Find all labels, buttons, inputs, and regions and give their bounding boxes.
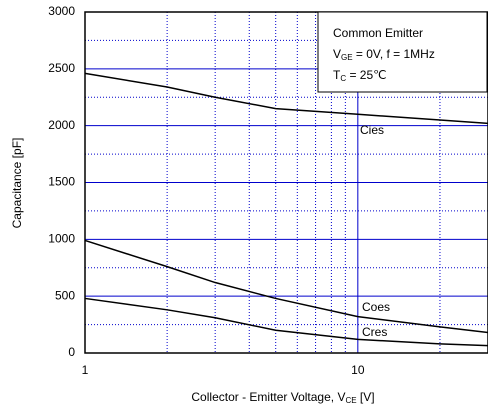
series-label: Cres — [362, 325, 387, 339]
annotation-box — [317, 11, 488, 93]
y-tick-label: 3000 — [48, 4, 75, 18]
series-label: Cies — [360, 123, 384, 137]
annotation: Common Emitter — [333, 26, 423, 40]
y-axis-label: Capacitance [pF] — [10, 138, 24, 229]
y-tick-label: 1000 — [48, 232, 75, 246]
y-tick-label: 500 — [55, 288, 75, 302]
text-part: CE — [345, 396, 356, 405]
series-line — [84, 72, 488, 125]
annotation: VGE = 0V, f = 1MHz — [333, 47, 435, 62]
y-tick-label: 0 — [68, 345, 75, 359]
text-part: [V] — [357, 390, 375, 404]
annotation: TC = 25℃ — [333, 68, 387, 83]
text-part: = 25℃ — [346, 68, 387, 82]
x-tick-label: 1 — [82, 363, 89, 377]
text-part: GE — [341, 53, 353, 62]
x-axis-label: Collector - Emitter Voltage, VCE [V] — [191, 390, 374, 405]
text-part: = 0V, f = 1MHz — [353, 47, 435, 61]
plot-frame — [84, 11, 488, 354]
text-part: V — [333, 47, 341, 61]
x-tick-label: 10 — [351, 363, 365, 377]
text-part: C — [340, 74, 346, 83]
y-tick-label: 2500 — [48, 61, 75, 75]
text-part: T — [333, 68, 341, 82]
y-tick-label: 1500 — [48, 175, 75, 189]
series-line — [84, 297, 488, 347]
series-line — [84, 239, 488, 334]
y-tick-label: 2000 — [48, 118, 75, 132]
text-part: Common Emitter — [333, 26, 423, 40]
series-label: Coes — [362, 300, 390, 314]
text-part: Collector - Emitter Voltage, V — [191, 390, 345, 404]
